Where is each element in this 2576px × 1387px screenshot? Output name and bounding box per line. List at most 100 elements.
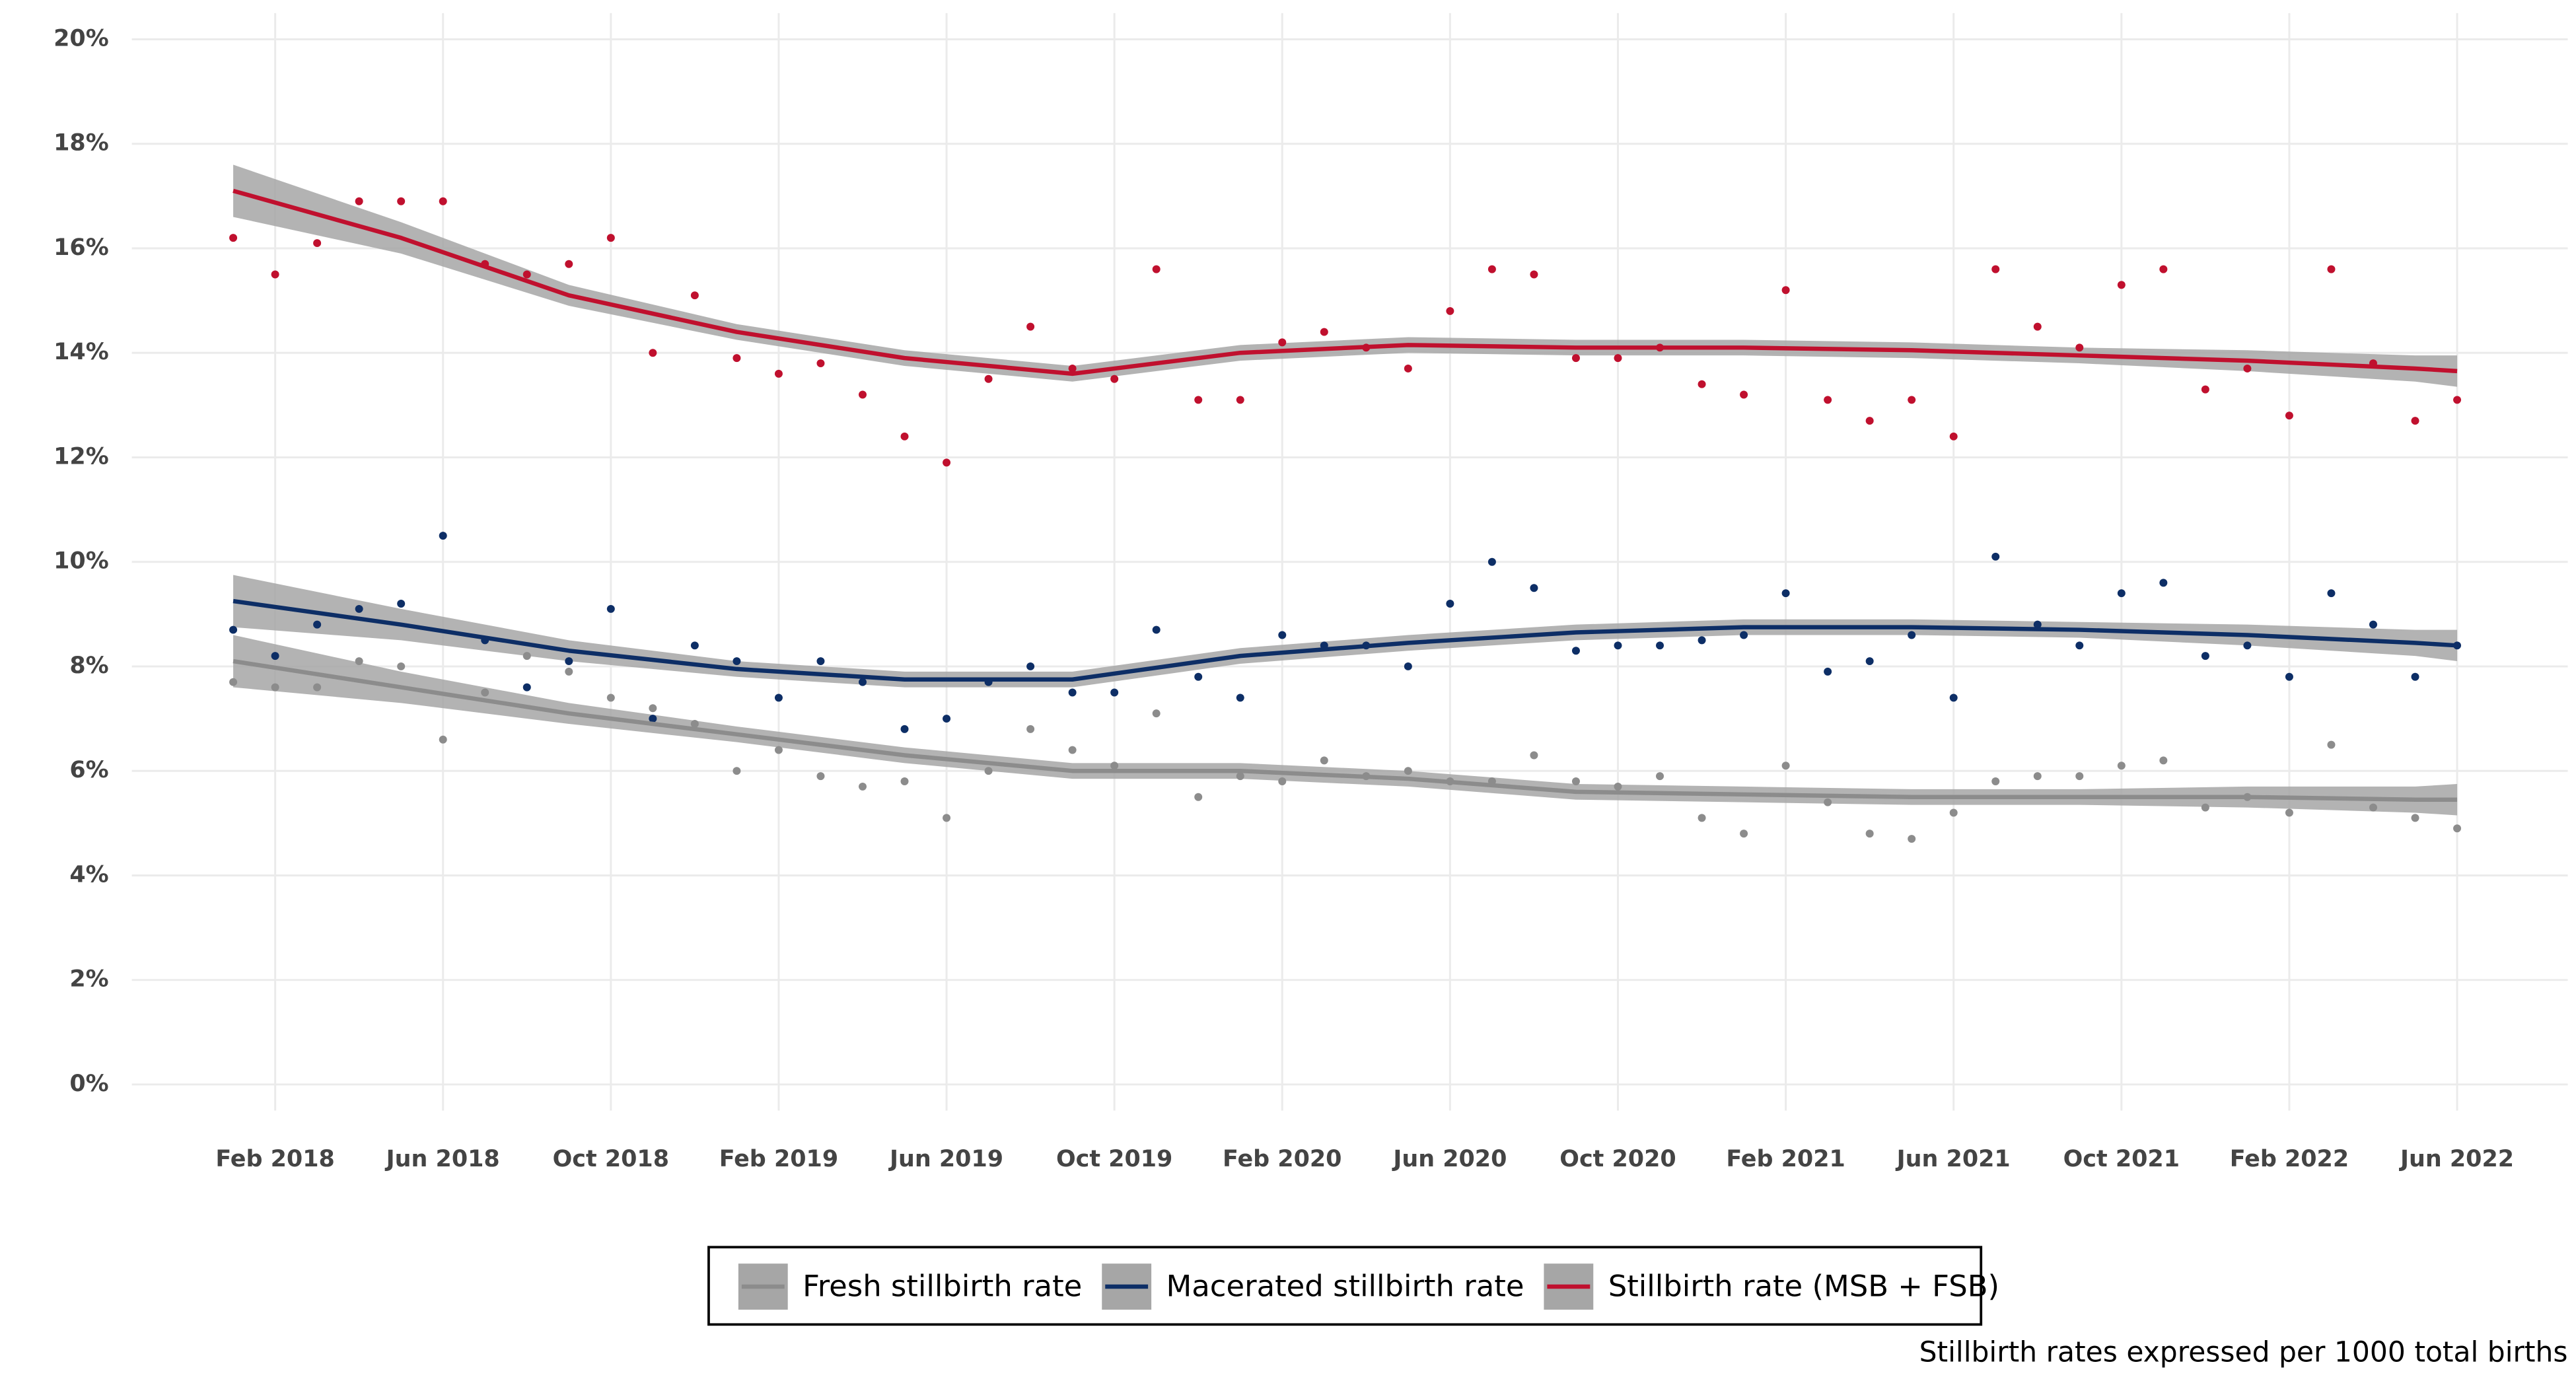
data-point xyxy=(649,704,657,713)
data-point xyxy=(1446,600,1454,608)
data-point xyxy=(733,767,741,775)
data-point xyxy=(2327,589,2336,598)
data-point xyxy=(1236,694,1244,702)
data-point xyxy=(774,694,783,702)
data-point xyxy=(1949,432,1958,441)
y-tick-label: 10% xyxy=(54,548,109,575)
data-point xyxy=(1320,756,1328,765)
data-point xyxy=(1026,725,1035,733)
data-point xyxy=(1865,657,1874,666)
x-tick-label: Jun 2019 xyxy=(888,1146,1003,1172)
caption: Stillbirth rates expressed per 1000 tota… xyxy=(1919,1336,2568,1369)
confidence-band xyxy=(233,575,2458,688)
data-point xyxy=(2117,762,2126,770)
data-point xyxy=(1949,694,1958,702)
data-point xyxy=(1908,835,1916,843)
data-point xyxy=(397,600,406,608)
data-point xyxy=(2327,740,2336,749)
data-point xyxy=(774,369,783,378)
data-point xyxy=(2285,672,2293,681)
data-point xyxy=(1824,798,1832,806)
x-tick-label: Feb 2018 xyxy=(215,1146,334,1172)
data-point xyxy=(1236,396,1244,404)
confidence-band xyxy=(233,164,2458,387)
data-point xyxy=(2453,396,2462,404)
data-point xyxy=(1404,364,1412,373)
data-point xyxy=(2159,265,2168,273)
data-point xyxy=(1656,641,1664,650)
data-point xyxy=(1949,808,1958,817)
x-tick-label: Oct 2018 xyxy=(553,1146,669,1172)
data-point xyxy=(2327,265,2336,273)
x-tick-label: Feb 2021 xyxy=(1726,1146,1845,1172)
y-tick-label: 6% xyxy=(69,757,108,783)
data-point xyxy=(943,458,951,467)
data-point xyxy=(355,604,363,613)
data-point xyxy=(565,260,573,268)
legend-label: Fresh stillbirth rate xyxy=(803,1269,1082,1304)
data-point xyxy=(397,197,406,205)
data-point xyxy=(229,625,238,634)
data-point xyxy=(229,234,238,242)
data-point xyxy=(355,197,363,205)
y-tick-label: 14% xyxy=(54,339,109,365)
data-point xyxy=(2411,672,2419,681)
data-point xyxy=(1152,625,1161,634)
data-point xyxy=(2243,364,2252,373)
data-point xyxy=(1656,772,1664,781)
data-point xyxy=(1740,631,1748,639)
data-point xyxy=(1740,390,1748,399)
data-point xyxy=(984,767,993,775)
data-point xyxy=(1278,338,1287,347)
data-point xyxy=(1487,265,1496,273)
data-point xyxy=(1152,265,1161,273)
data-point xyxy=(2201,652,2209,660)
data-point xyxy=(565,667,573,676)
data-point xyxy=(900,432,909,441)
data-point xyxy=(816,657,825,666)
data-point xyxy=(859,782,867,791)
x-tick-label: Jun 2021 xyxy=(1896,1146,2011,1172)
x-tick-label: Oct 2021 xyxy=(2063,1146,2180,1172)
data-point xyxy=(313,683,322,692)
data-point xyxy=(1404,662,1412,670)
data-point xyxy=(1446,306,1454,315)
data-point xyxy=(522,683,531,692)
data-point xyxy=(271,683,279,692)
data-point xyxy=(1026,322,1035,331)
data-point xyxy=(733,657,741,666)
data-point xyxy=(2453,824,2462,833)
data-point xyxy=(481,688,489,697)
data-point xyxy=(565,657,573,666)
x-tick-label: Feb 2019 xyxy=(719,1146,838,1172)
data-point xyxy=(2411,814,2419,822)
data-point xyxy=(1110,762,1119,770)
data-point xyxy=(313,620,322,629)
trend-line xyxy=(233,598,2458,682)
data-point xyxy=(1110,374,1119,383)
grid xyxy=(131,13,2568,1111)
data-point xyxy=(1781,286,1790,295)
data-point xyxy=(1908,631,1916,639)
data-point xyxy=(900,777,909,786)
data-point xyxy=(229,678,238,686)
x-tick-label: Feb 2020 xyxy=(1223,1146,1342,1172)
data-point xyxy=(1278,777,1287,786)
legend-label: Stillbirth rate (MSB + FSB) xyxy=(1608,1269,1999,1304)
data-point xyxy=(522,270,531,279)
data-point xyxy=(1865,830,1874,838)
data-point xyxy=(943,715,951,723)
data-point xyxy=(1740,830,1748,838)
data-point xyxy=(1194,396,1203,404)
data-point xyxy=(271,270,279,279)
x-tick-label: Feb 2022 xyxy=(2230,1146,2349,1172)
data-point xyxy=(2411,417,2419,425)
data-point xyxy=(606,694,615,702)
y-tick-label: 0% xyxy=(69,1071,108,1097)
data-point xyxy=(606,604,615,613)
data-point xyxy=(1530,270,1538,279)
data-point xyxy=(1698,636,1706,645)
data-point xyxy=(1236,772,1244,781)
data-point xyxy=(1614,782,1622,791)
